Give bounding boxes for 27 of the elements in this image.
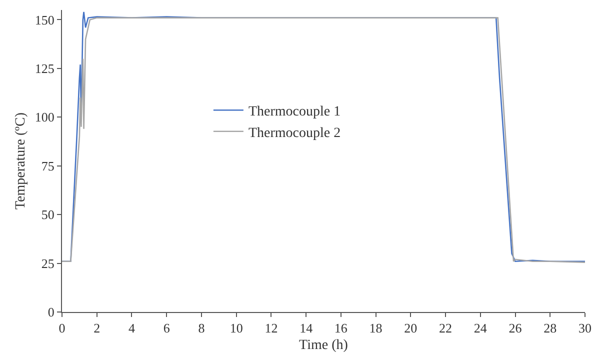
y-tick-label: 75 xyxy=(41,158,54,174)
x-tick-label: 12 xyxy=(264,320,278,336)
x-tick-label: 2 xyxy=(94,320,100,336)
legend-label: Thermocouple 1 xyxy=(248,104,341,120)
x-tick-label: 22 xyxy=(439,320,452,336)
x-tick-label: 6 xyxy=(163,320,170,336)
x-tick-label: 0 xyxy=(58,320,66,336)
x-tick-label: 8 xyxy=(198,320,205,336)
x-tick-label: 20 xyxy=(404,320,418,336)
y-tick-label: 150 xyxy=(34,12,54,28)
x-tick-label: 14 xyxy=(300,320,314,336)
x-tick-label: 16 xyxy=(334,320,348,336)
legend-label: Thermocouple 2 xyxy=(248,126,341,141)
y-tick-label: 50 xyxy=(41,207,54,222)
x-tick-label: 30 xyxy=(578,320,592,336)
x-tick-label: 26 xyxy=(508,320,522,336)
y-tick-label: 25 xyxy=(41,256,54,271)
y-axis-title: Temperature (ºC) xyxy=(14,112,28,210)
y-tick-label: 0 xyxy=(48,304,54,320)
x-tick-label: 24 xyxy=(474,320,488,336)
x-tick-label: 4 xyxy=(128,320,136,336)
y-tick-label: 100 xyxy=(34,110,54,125)
y-tick-label: 125 xyxy=(34,61,54,76)
x-tick-label: 28 xyxy=(544,320,557,336)
x-tick-label: 18 xyxy=(369,320,382,336)
x-axis-title: Time (h) xyxy=(299,338,348,353)
x-tick-label: 10 xyxy=(230,320,243,336)
